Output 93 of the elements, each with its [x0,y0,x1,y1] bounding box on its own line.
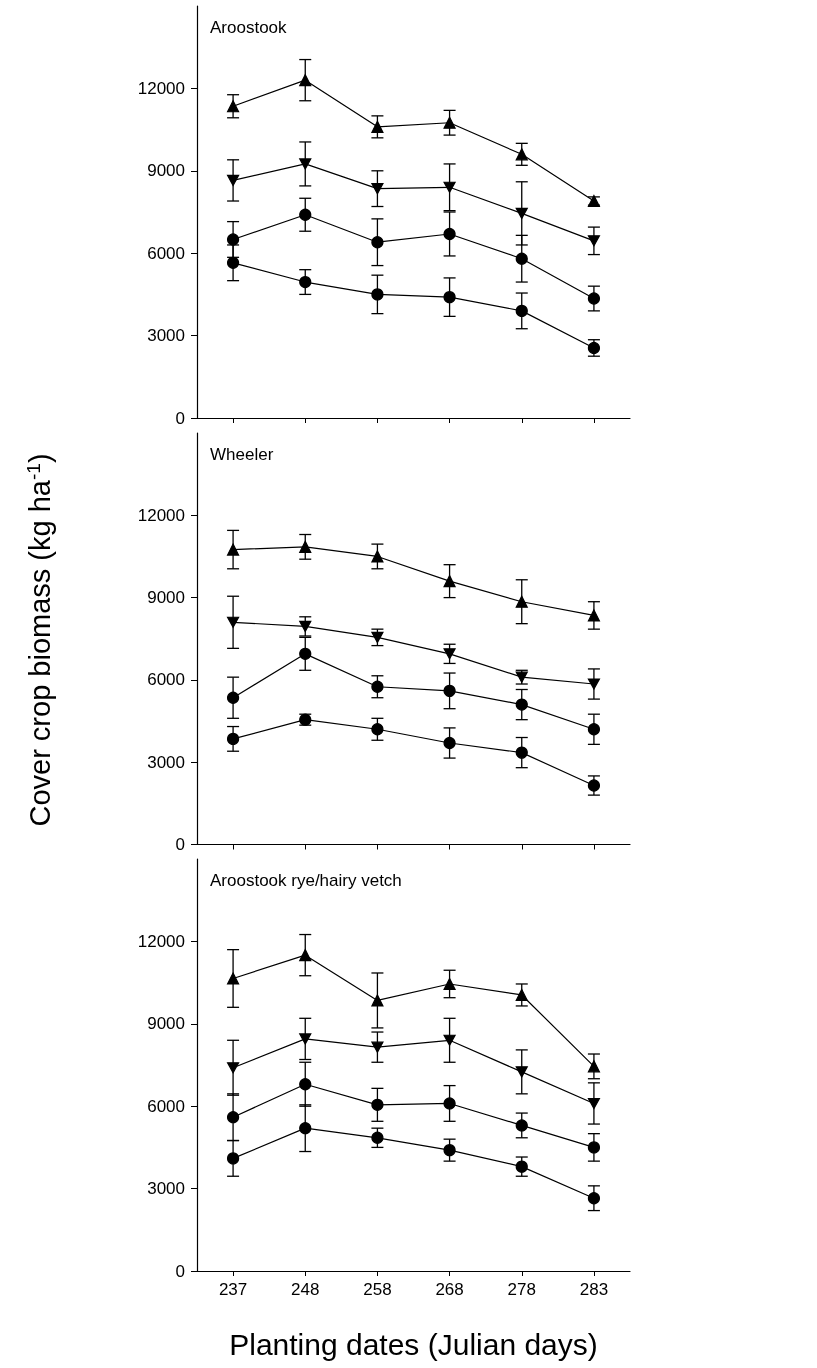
point [515,1119,528,1132]
point [371,288,384,301]
point [371,550,384,563]
point [226,233,240,246]
point [299,1122,312,1135]
point [443,1144,456,1157]
point [443,227,456,241]
point [443,684,456,697]
point [226,616,240,628]
point [226,1152,240,1165]
point [226,972,240,985]
point [443,736,456,750]
point [299,540,312,553]
point [299,647,312,660]
point [226,732,240,745]
y-tick-label: 6000 [147,670,185,690]
y-tick-label: 6000 [147,1096,185,1116]
point [515,595,528,608]
point [587,1060,601,1073]
point [299,158,312,170]
point [515,304,528,317]
point [371,120,384,133]
x-tick-label: 283 [579,1280,609,1299]
point [299,949,312,962]
point [443,575,456,588]
point [371,1041,384,1053]
text: Aroostook [210,18,288,37]
point [587,1097,601,1110]
y-tick-label: 12000 [137,78,185,98]
point [226,256,240,269]
text: Aroostook rye/hairy vetch [210,871,402,890]
y-tick-label: 12000 [137,931,185,951]
point [515,252,528,265]
point [226,1111,240,1124]
y-tick-label: 0 [175,1261,185,1281]
point [587,678,601,690]
point [515,1160,528,1173]
y-tick-label: 9000 [147,161,185,181]
point [371,1098,384,1111]
y-tick-label: 0 [175,408,185,428]
point [515,988,528,1002]
point [515,698,528,711]
y-tick-label: 3000 [147,326,185,346]
y-tick-label: 6000 [147,243,185,263]
point [371,631,384,643]
point [371,236,384,249]
text: Wheeler [210,445,274,464]
point [226,543,240,556]
y-tick-label: 3000 [147,752,185,772]
point [587,1192,601,1205]
x-tick-label: 278 [507,1280,536,1299]
point [443,1097,456,1110]
point [371,680,384,693]
point [587,723,601,736]
point [443,1034,456,1046]
point [299,275,312,289]
point [587,292,601,305]
point [515,1066,528,1078]
x-axis-title: Planting dates (Julian days) [229,1327,598,1361]
point [226,100,240,113]
point [587,609,601,622]
x-tick-label: 258 [363,1280,392,1299]
y-tick-label: 9000 [147,1014,185,1034]
x-tick-label: 268 [435,1280,464,1299]
point [515,207,528,219]
x-tick-label: 248 [291,1280,320,1299]
point [443,181,456,193]
point [587,1141,601,1154]
point [299,1078,312,1091]
point [299,208,312,221]
point [443,977,456,991]
point [226,691,240,704]
point [443,116,456,129]
point [299,620,312,632]
point [226,1062,240,1074]
point [371,1131,384,1144]
y-tick-label: 3000 [147,1179,185,1199]
point [299,74,312,87]
point [371,994,384,1007]
point [443,648,456,660]
point [515,148,528,161]
y-tick-label: 12000 [137,505,185,525]
point [587,779,601,792]
y-tick-label: 0 [175,835,185,854]
point [443,291,456,304]
point [371,183,384,195]
x-tick-label: 237 [218,1280,248,1299]
point [226,174,240,187]
point [515,746,528,759]
point [371,723,384,736]
y-tick-label: 9000 [147,588,185,608]
point [299,1033,312,1045]
point [587,235,601,247]
